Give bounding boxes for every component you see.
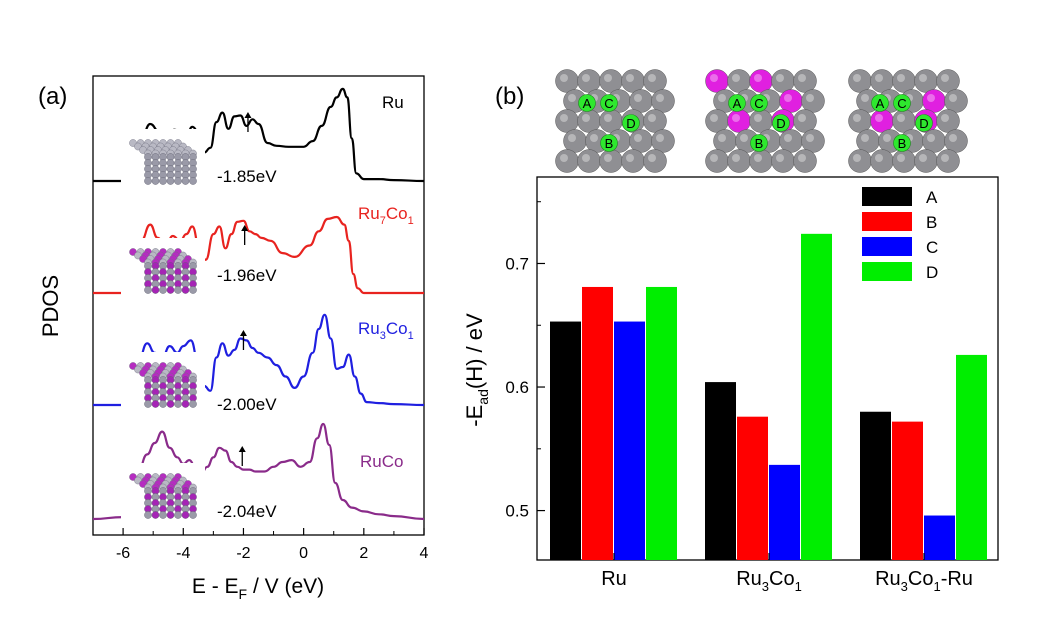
d-band-arrow-ru: [244, 112, 252, 132]
slab-model-inset: [121, 463, 205, 523]
bar-ru3co1-b: [737, 416, 768, 560]
legend-label-a: A: [926, 188, 938, 207]
x-tick-label: 4: [420, 545, 429, 562]
d-band-arrow-ru7co1: [241, 225, 249, 245]
panel-b-y-axis: 0.5 0.6 0.7: [505, 201, 545, 521]
series-label-ru: Ru: [382, 93, 404, 112]
y-tick-label: 0.7: [505, 254, 529, 273]
panel-a-arrows: [238, 112, 252, 466]
panel-a-label: (a): [38, 83, 67, 110]
bar-ru-a: [550, 321, 581, 560]
bar-ru3co1-ru-a: [860, 411, 891, 560]
slab-model-inset: [121, 129, 205, 189]
bar-ru3co1-a: [705, 382, 736, 560]
series-label-ru3co1: Ru3Co1: [358, 319, 414, 342]
y-tick-label: 0.5: [505, 502, 529, 521]
bar-ru3co1-ru-d: [956, 354, 987, 560]
d-band-label-ruco: -2.04eV: [217, 502, 277, 521]
d-band-label-ru7co1: -1.96eV: [217, 266, 277, 285]
bar-ru-b: [582, 286, 613, 560]
surface-model-ru3co1: [705, 69, 825, 173]
series-label-ruco: RuCo: [360, 452, 403, 471]
site-label: A: [733, 96, 742, 111]
surface-model-ru3co1-ru: [848, 69, 968, 173]
pdos-curve-ruco: [92, 422, 425, 521]
legend-label-d: D: [926, 263, 938, 282]
x-tick-label: 2: [359, 545, 368, 562]
site-label: B: [605, 136, 614, 151]
d-band-label-ru: -1.85eV: [217, 167, 277, 186]
category-label-ru: Ru: [601, 568, 627, 590]
site-label: C: [604, 96, 613, 111]
panel-a-ylabel: PDOS: [38, 275, 63, 337]
panel-a-slab-insets: [121, 129, 205, 523]
pdos-curve-ru3co1: [93, 313, 425, 407]
x-tick-label: 0: [299, 545, 308, 562]
site-label: D: [626, 116, 635, 131]
bar-ru3co1-ru-c: [924, 515, 955, 560]
panel-a-xlabel: E - EF / V (eV): [192, 575, 324, 602]
site-label: D: [919, 116, 928, 131]
category-label-ru3co1: Ru3Co1: [736, 568, 802, 594]
legend-swatch-b: [862, 212, 912, 231]
bar-ru-c: [614, 321, 645, 560]
panel-a-x-axis: -6 -4 -2 0 2 4: [92, 528, 429, 562]
legend-swatch-c: [862, 237, 912, 256]
site-label: C: [754, 96, 763, 111]
slab-model-inset: [121, 238, 205, 298]
panel-b-bars: [550, 233, 987, 560]
series-label-ru7co1: Ru7Co1: [358, 204, 414, 227]
bar-ru3co1-d: [801, 233, 832, 560]
site-label: C: [897, 96, 906, 111]
panel-b-x-axis: Ru Ru3Co1 Ru3Co1-Ru: [601, 553, 973, 594]
bar-ru3co1-ru-b: [892, 421, 923, 560]
surface-model-ru: [555, 69, 675, 173]
slab-model-inset: [121, 352, 205, 412]
bar-ru-d: [646, 286, 677, 560]
panel-b-label: (b): [495, 83, 524, 110]
x-tick-label: -6: [116, 545, 130, 562]
x-tick-label: -2: [236, 545, 250, 562]
bar-ru3co1-c: [769, 464, 800, 560]
site-label: B: [755, 136, 764, 151]
legend-label-b: B: [926, 213, 937, 232]
x-tick-label: -4: [176, 545, 190, 562]
d-band-arrow-ru3co1: [239, 330, 247, 350]
site-label: A: [583, 96, 592, 111]
legend-label-c: C: [926, 238, 938, 257]
d-band-label-ru3co1: -2.00eV: [217, 395, 277, 414]
site-label: D: [776, 116, 785, 131]
legend-swatch-a: [862, 187, 912, 206]
y-tick-label: 0.6: [505, 378, 529, 397]
site-label: A: [876, 96, 885, 111]
panel-b-ylabel: -Ead(H) / eV: [462, 313, 491, 427]
category-label-ru3co1-ru: Ru3Co1-Ru: [875, 568, 973, 594]
site-label: B: [898, 136, 907, 151]
d-band-arrow-ruco: [238, 446, 246, 466]
panel-a-plot-frame: [92, 75, 425, 536]
legend-swatch-d: [862, 262, 912, 281]
panel-a-pdos: (a) PDOS E - EF / V (eV) -6 -4 -2 0 2 4 Ru Ru…: [38, 75, 429, 602]
